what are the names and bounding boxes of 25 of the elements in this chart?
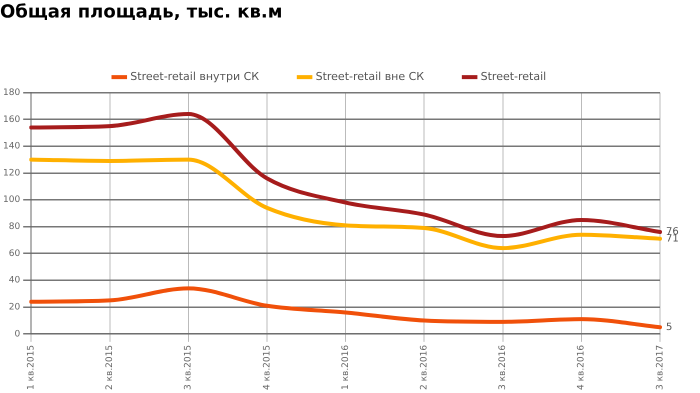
- x-tick-label: 3 кв.2017: [655, 344, 666, 390]
- data-label: 5: [666, 322, 672, 333]
- y-tick-label: 60: [8, 248, 20, 259]
- x-tick-label: 2 кв.2015: [105, 344, 116, 390]
- legend-label: Street-retail вне СК: [316, 70, 424, 83]
- y-tick-label: 0: [14, 329, 20, 340]
- legend-label: Street-retail: [480, 70, 546, 83]
- x-tick-label: 4 кв.2015: [262, 344, 272, 390]
- legend-label: Street-retail внутри СК: [130, 70, 260, 83]
- chart-title: Общая площадь, тыс. кв.м: [0, 1, 282, 22]
- y-tick-label: 120: [2, 168, 20, 178]
- x-tick-label: 4 кв.2016: [576, 344, 587, 390]
- x-tick-label: 1 кв.2016: [340, 344, 351, 390]
- x-tick-label: 3 кв.2015: [184, 344, 194, 390]
- y-tick-label: 160: [2, 114, 20, 125]
- y-tick-label: 180: [2, 88, 20, 98]
- data-label: 71: [666, 233, 679, 244]
- y-tick-label: 140: [2, 142, 20, 152]
- y-tick-label: 40: [8, 276, 20, 286]
- y-tick-label: 80: [8, 222, 20, 232]
- x-tick-label: 2 кв.2016: [420, 344, 430, 390]
- y-tick-label: 20: [8, 302, 20, 312]
- y-tick-label: 100: [2, 195, 20, 206]
- x-tick-label: 3 кв.2016: [498, 344, 508, 390]
- x-tick-label: 1 кв.2015: [26, 344, 37, 390]
